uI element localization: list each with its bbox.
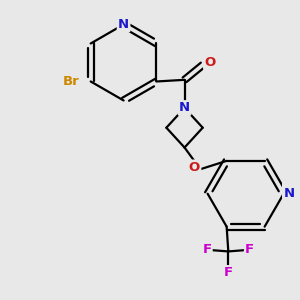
Text: N: N [179, 101, 190, 114]
Text: F: F [202, 243, 212, 256]
Text: Br: Br [62, 75, 79, 88]
Text: N: N [284, 187, 295, 200]
Text: O: O [204, 56, 216, 69]
Text: O: O [189, 161, 200, 174]
Text: N: N [118, 18, 129, 31]
Text: F: F [224, 266, 233, 279]
Text: F: F [245, 243, 254, 256]
